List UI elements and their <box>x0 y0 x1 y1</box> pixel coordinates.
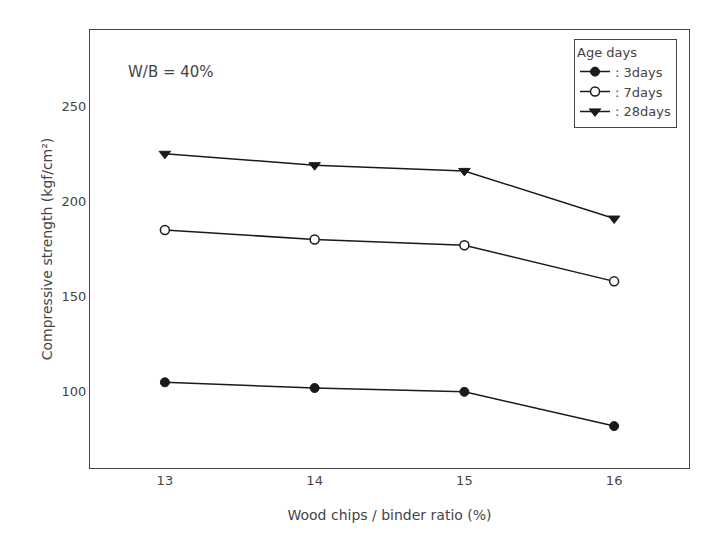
svg-text:15: 15 <box>456 473 473 488</box>
svg-text:250: 250 <box>62 99 87 114</box>
svg-text:W/B = 40%: W/B = 40% <box>128 63 214 81</box>
svg-text:16: 16 <box>606 473 623 488</box>
svg-text:: 28days: : 28days <box>615 104 671 119</box>
svg-text:Compressive strength (kgf/cm²): Compressive strength (kgf/cm²) <box>39 138 55 361</box>
svg-text:Wood chips / binder ratio (%): Wood chips / binder ratio (%) <box>287 507 491 523</box>
svg-text:: 3days: : 3days <box>615 65 663 80</box>
svg-text:: 7days: : 7days <box>615 85 663 100</box>
svg-text:100: 100 <box>62 384 87 399</box>
svg-text:150: 150 <box>62 289 87 304</box>
svg-text:200: 200 <box>62 194 87 209</box>
svg-text:Age days: Age days <box>577 45 637 60</box>
svg-text:13: 13 <box>157 473 174 488</box>
svg-text:14: 14 <box>306 473 323 488</box>
